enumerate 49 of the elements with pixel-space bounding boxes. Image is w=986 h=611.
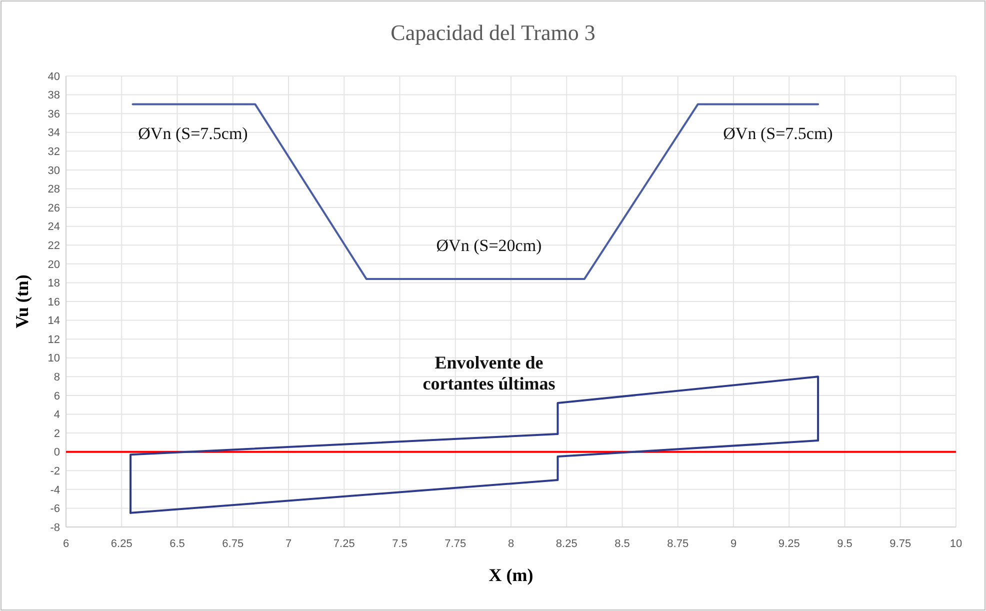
- x-tick-label: 6.25: [110, 538, 132, 550]
- y-axis-title: Vu (tn): [12, 274, 32, 328]
- x-tick-label: 6: [62, 538, 70, 550]
- y-tick-label: 30: [48, 164, 60, 177]
- y-tick-label: 34: [48, 127, 60, 140]
- x-tick-label: 9.5: [837, 538, 852, 550]
- y-tick-label: 36: [48, 108, 60, 120]
- y-tick-label: 12: [48, 334, 60, 346]
- y-tick-label: 0: [54, 446, 60, 459]
- y-tick-label: -6: [50, 503, 60, 516]
- y-tick-label: 32: [48, 146, 60, 158]
- y-tick-label: -4: [50, 484, 60, 496]
- y-tick-label: 6: [54, 390, 60, 402]
- x-tick-label: 8.25: [556, 538, 578, 550]
- y-tick-label: 10: [48, 352, 60, 365]
- x-tick-label: 9: [730, 538, 737, 550]
- x-tick-label: 7.75: [444, 538, 466, 550]
- y-tick-label: 40: [48, 70, 60, 83]
- x-tick-label: 9.75: [890, 538, 912, 550]
- y-tick-label: 26: [48, 202, 60, 214]
- annotation: ØVn (S=7.5cm): [723, 124, 833, 143]
- x-tick-label: 7.25: [333, 538, 355, 550]
- y-tick-label: -8: [50, 522, 60, 534]
- y-tick-label: 28: [48, 184, 60, 196]
- y-tick-label: 22: [48, 240, 60, 252]
- y-tick-label: 16: [48, 296, 60, 308]
- x-tick-label: 10: [950, 538, 962, 550]
- y-tick-label: -2: [50, 465, 60, 478]
- y-tick-label: 2: [54, 428, 60, 440]
- annotation: ØVn (S=20cm): [436, 236, 542, 255]
- y-tick-label: 18: [48, 278, 60, 290]
- x-tick-label: 9.25: [778, 538, 800, 550]
- annotation: ØVn (S=7.5cm): [138, 124, 248, 143]
- y-tick-label: 24: [48, 221, 60, 234]
- y-tick-label: 8: [54, 372, 60, 384]
- chart-title: Capacidad del Tramo 3: [390, 20, 596, 45]
- y-tick-label: 38: [48, 90, 60, 102]
- annotation: Envolvente de cortantes últimas: [422, 352, 556, 394]
- x-tick-label: 8.5: [614, 538, 630, 550]
- y-tick-label: 20: [48, 258, 60, 271]
- x-tick-label: 7: [285, 538, 292, 550]
- x-tick-label: 8: [508, 538, 514, 550]
- x-tick-label: 6.5: [170, 538, 185, 550]
- x-tick-label: 8.75: [667, 538, 689, 550]
- y-tick-label: 4: [54, 409, 60, 422]
- x-tick-label: 6.75: [222, 538, 244, 550]
- x-axis-title: X (m): [488, 565, 534, 585]
- y-tick-label: 14: [48, 315, 60, 328]
- x-tick-label: 7.5: [392, 538, 408, 550]
